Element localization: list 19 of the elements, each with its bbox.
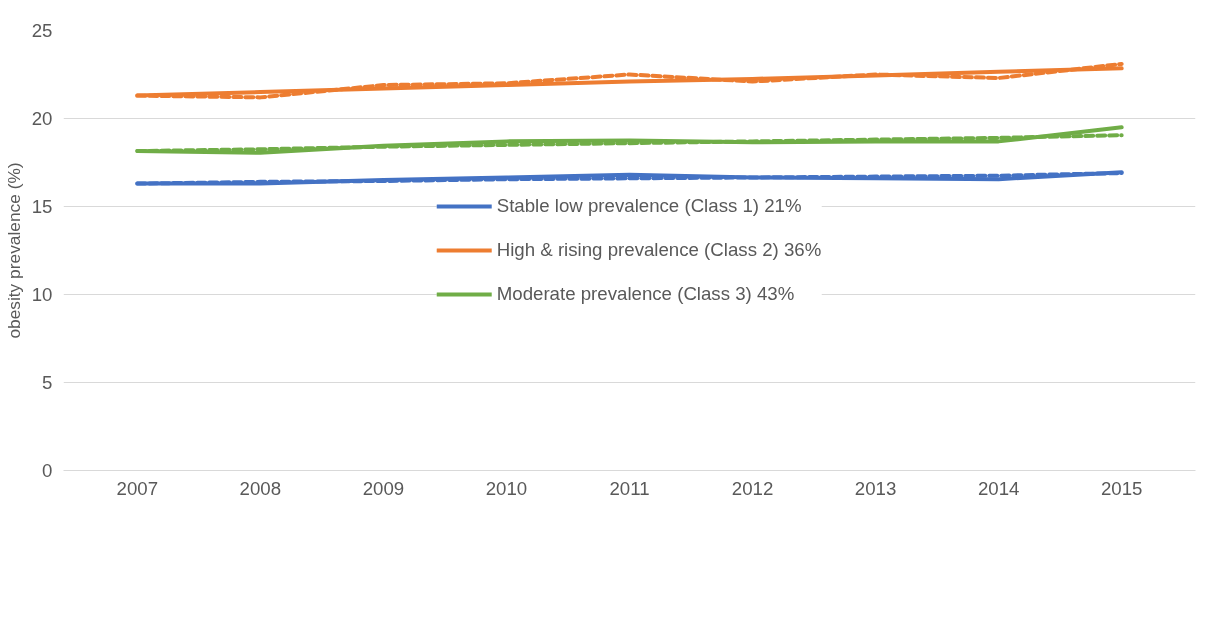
- legend-label: Stable low prevalence (Class 1) 21%: [496, 195, 802, 217]
- y-tick-label: 15: [31, 196, 53, 217]
- y-tick-label: 5: [42, 372, 53, 393]
- x-tick-label: 2007: [116, 477, 159, 499]
- legend-label: Moderate prevalence (Class 3) 43%: [496, 283, 795, 305]
- x-tick-label: 2015: [1100, 477, 1143, 499]
- y-tick-label: 20: [31, 108, 53, 129]
- x-tick-label: 2014: [977, 477, 1020, 499]
- x-tick-label: 2013: [854, 477, 897, 499]
- y-tick-label: 0: [42, 460, 53, 481]
- y-tick-label: 25: [31, 20, 53, 41]
- y-tick-label: 10: [31, 284, 53, 305]
- x-tick-label: 2011: [609, 477, 650, 499]
- legend-label: High & rising prevalence (Class 2) 36%: [496, 239, 822, 261]
- x-tick-label: 2009: [362, 477, 405, 499]
- x-tick-label: 2008: [239, 477, 282, 499]
- y-axis-title: obesity prevalence (%): [3, 162, 24, 339]
- x-tick-label: 2010: [485, 477, 528, 499]
- x-tick-label: 2012: [731, 477, 774, 499]
